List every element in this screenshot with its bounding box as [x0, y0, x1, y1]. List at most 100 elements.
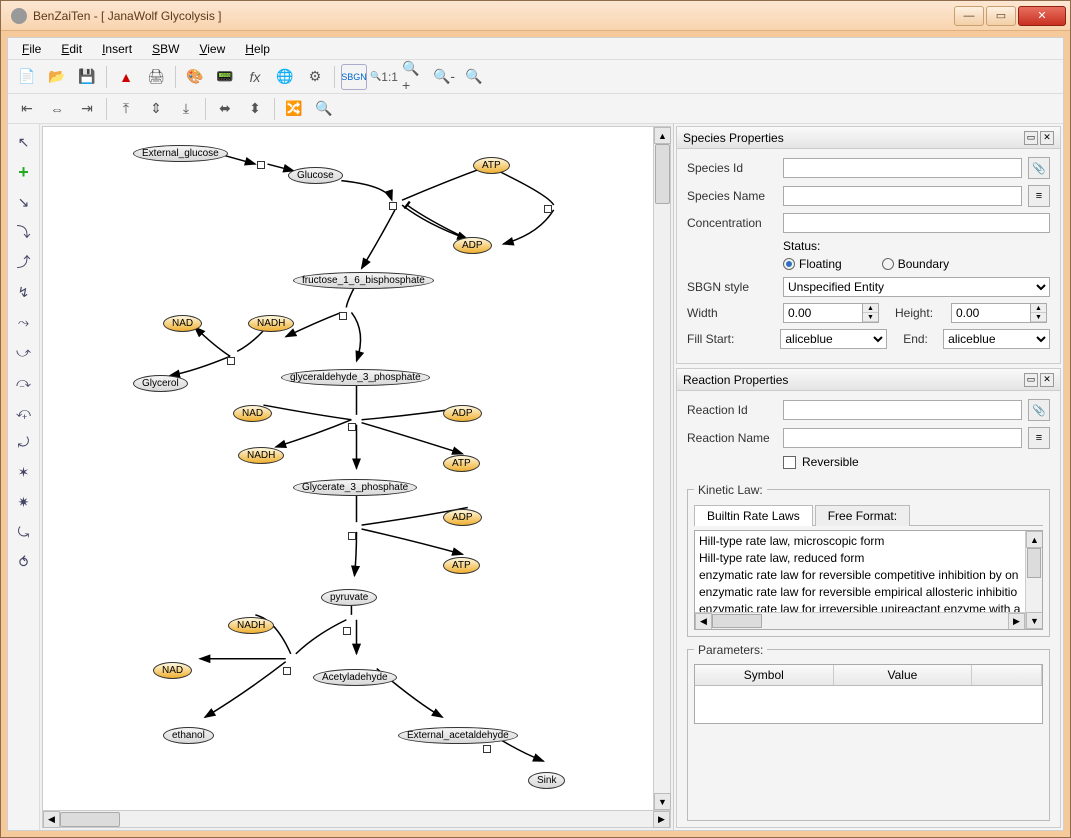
- tab-freeformat[interactable]: Free Format:: [815, 505, 910, 526]
- node-gly3p[interactable]: Glycerate_3_phosphate: [293, 479, 417, 496]
- node-nadh[interactable]: NADH: [248, 315, 294, 332]
- align-left-icon[interactable]: ⇤: [14, 96, 40, 122]
- save-icon[interactable]: 💾: [74, 64, 100, 90]
- node-ethanol[interactable]: ethanol: [163, 727, 214, 744]
- list-item[interactable]: enzymatic rate law for reversible compet…: [699, 567, 1038, 584]
- reaction-square[interactable]: [348, 423, 356, 431]
- reaction-square[interactable]: [544, 205, 552, 213]
- pointer-tool[interactable]: ↖: [12, 130, 36, 154]
- sbgn-select[interactable]: Unspecified Entity: [783, 277, 1050, 297]
- node-g3p[interactable]: glyceraldehyde_3_phosphate: [281, 369, 430, 386]
- rate-laws-list[interactable]: Hill-type rate law, microscopic form Hil…: [694, 530, 1043, 630]
- node-nadh[interactable]: NADH: [228, 617, 274, 634]
- list-icon[interactable]: ≡: [1028, 427, 1050, 449]
- node-adp[interactable]: ADP: [453, 237, 492, 254]
- edge-tool-2[interactable]: ⤵: [12, 220, 36, 244]
- node-adp[interactable]: ADP: [443, 509, 482, 526]
- attach-icon[interactable]: 📎: [1028, 399, 1050, 421]
- zoom-out-icon[interactable]: 🔍-: [431, 64, 457, 90]
- add-tool[interactable]: +: [12, 160, 36, 184]
- layout-icon[interactable]: 🔀: [281, 96, 307, 122]
- reaction-name-input[interactable]: [783, 428, 1022, 448]
- concentration-input[interactable]: [783, 213, 1050, 233]
- edge-tool-5[interactable]: ⤳: [12, 310, 36, 334]
- vscrollbar[interactable]: ▲▼: [653, 127, 670, 810]
- species-name-input[interactable]: [783, 186, 1022, 206]
- close-icon[interactable]: ✕: [1040, 373, 1054, 387]
- gear-icon[interactable]: ⚙: [302, 64, 328, 90]
- node-glucose[interactable]: Glucose: [288, 167, 343, 184]
- reaction-square[interactable]: [483, 745, 491, 753]
- menu-file[interactable]: File: [14, 40, 49, 58]
- zoom-11-icon[interactable]: 🔍1:1: [371, 64, 397, 90]
- list-icon[interactable]: ≡: [1028, 185, 1050, 207]
- pdf-icon[interactable]: ▲: [113, 64, 139, 90]
- node-nad[interactable]: NAD: [163, 315, 202, 332]
- close-icon[interactable]: ✕: [1040, 131, 1054, 145]
- fx-icon[interactable]: fx: [242, 64, 268, 90]
- node-adp[interactable]: ADP: [443, 405, 482, 422]
- undock-icon[interactable]: ▭: [1024, 131, 1038, 145]
- node-nad[interactable]: NAD: [233, 405, 272, 422]
- zoom-fit-icon[interactable]: 🔍: [461, 64, 487, 90]
- align-bottom-icon[interactable]: ⤓: [173, 96, 199, 122]
- device-icon[interactable]: 📟: [212, 64, 238, 90]
- palette-icon[interactable]: 🎨: [182, 64, 208, 90]
- tab-builtin[interactable]: Builtin Rate Laws: [694, 505, 813, 526]
- species-id-input[interactable]: [783, 158, 1022, 178]
- node-atp[interactable]: ATP: [473, 157, 510, 174]
- align-right-icon[interactable]: ⇥: [74, 96, 100, 122]
- diagram-canvas[interactable]: External_glucose Glucose ATP ADP fructos…: [43, 127, 670, 810]
- edge-tool-6[interactable]: ⤻: [12, 340, 36, 364]
- parameters-table[interactable]: Symbol Value: [694, 664, 1043, 724]
- edge-tool-9[interactable]: ⤾: [12, 430, 36, 454]
- width-input[interactable]: [783, 303, 863, 323]
- node-glycerol[interactable]: Glycerol: [133, 375, 188, 392]
- print-icon[interactable]: 🖨: [143, 64, 169, 90]
- reversible-checkbox[interactable]: [783, 456, 796, 469]
- menu-help[interactable]: Help: [237, 40, 278, 58]
- align-middle-icon[interactable]: ⇕: [143, 96, 169, 122]
- node-nadh[interactable]: NADH: [238, 447, 284, 464]
- node-atp[interactable]: ATP: [443, 455, 480, 472]
- node-sink[interactable]: Sink: [528, 772, 565, 789]
- list-item[interactable]: enzymatic rate law for reversible empiri…: [699, 584, 1038, 601]
- edge-tool-13[interactable]: ⥀: [12, 550, 36, 574]
- edge-tool-8[interactable]: ⤽: [12, 400, 36, 424]
- list-item[interactable]: Hill-type rate law, microscopic form: [699, 533, 1038, 550]
- menu-view[interactable]: View: [191, 40, 233, 58]
- globe-icon[interactable]: 🌐: [272, 64, 298, 90]
- edge-tool-12[interactable]: ⤿: [12, 520, 36, 544]
- dist-v-icon[interactable]: ⬍: [242, 96, 268, 122]
- reaction-square[interactable]: [227, 357, 235, 365]
- node-external-glucose[interactable]: External_glucose: [133, 145, 228, 162]
- edge-tool-10[interactable]: ✶: [12, 460, 36, 484]
- list-item[interactable]: Hill-type rate law, reduced form: [699, 550, 1038, 567]
- floating-radio[interactable]: Floating: [783, 257, 842, 271]
- sbgn-icon[interactable]: SBGN: [341, 64, 367, 90]
- menu-edit[interactable]: Edit: [53, 40, 90, 58]
- align-center-icon[interactable]: ⇔: [44, 96, 70, 122]
- reaction-square[interactable]: [389, 202, 397, 210]
- edge-tool-4[interactable]: ↯: [12, 280, 36, 304]
- close-button[interactable]: ✕: [1018, 6, 1066, 26]
- search-icon[interactable]: 🔍: [311, 96, 337, 122]
- reaction-square[interactable]: [343, 627, 351, 635]
- undock-icon[interactable]: ▭: [1024, 373, 1038, 387]
- fill-end-select[interactable]: aliceblue: [943, 329, 1050, 349]
- attach-icon[interactable]: 📎: [1028, 157, 1050, 179]
- height-input[interactable]: [951, 303, 1031, 323]
- hscrollbar[interactable]: ◀▶: [43, 810, 670, 827]
- maximize-button[interactable]: ▭: [986, 6, 1016, 26]
- edge-tool-1[interactable]: ↘: [12, 190, 36, 214]
- align-top-icon[interactable]: ⤒: [113, 96, 139, 122]
- edge-tool-11[interactable]: ✷: [12, 490, 36, 514]
- edge-tool-7[interactable]: ⤼: [12, 370, 36, 394]
- menu-sbw[interactable]: SBW: [144, 40, 187, 58]
- minimize-button[interactable]: —: [954, 6, 984, 26]
- node-ext-acet[interactable]: External_acetaldehyde: [398, 727, 518, 744]
- reaction-square[interactable]: [283, 667, 291, 675]
- reaction-square[interactable]: [348, 532, 356, 540]
- reaction-square[interactable]: [257, 161, 265, 169]
- reaction-id-input[interactable]: [783, 400, 1022, 420]
